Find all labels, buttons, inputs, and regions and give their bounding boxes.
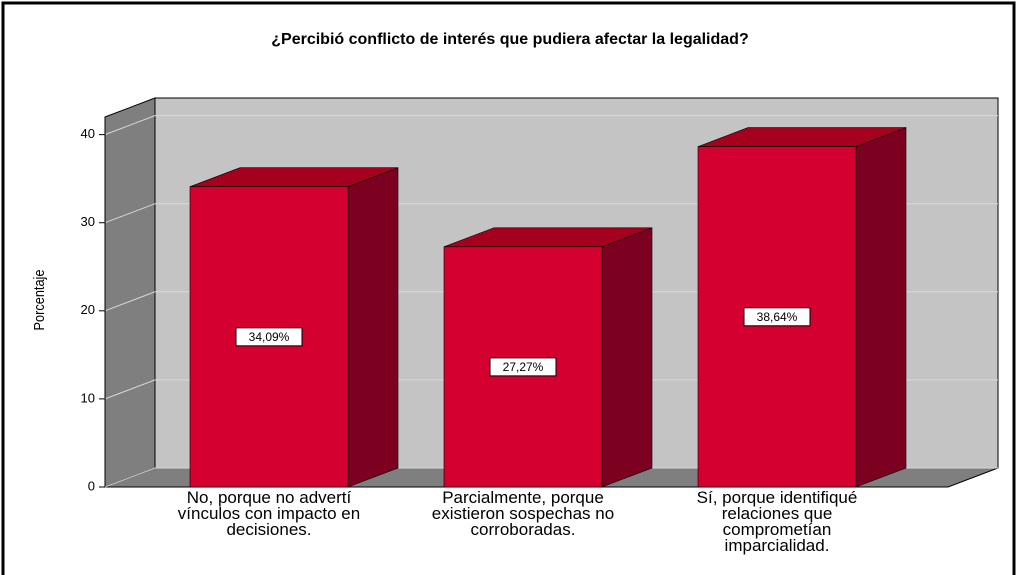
value-label-box <box>743 307 811 327</box>
y-tick-label: 0 <box>88 478 95 493</box>
x-tick-label: No, porque no advertí vínculos con impac… <box>177 488 361 539</box>
bar-side <box>601 227 653 488</box>
value-label-box <box>489 357 557 377</box>
y-tick-label: 40 <box>81 126 95 141</box>
x-tick-label: Sí, porque identifiqué relaciones que co… <box>696 488 858 555</box>
side-wall <box>104 97 156 488</box>
grid-line <box>104 115 998 136</box>
value-label-box <box>235 327 303 347</box>
bar-side <box>855 127 907 488</box>
value-label: 34,09% <box>249 330 290 344</box>
y-tick-label: 30 <box>81 214 95 229</box>
chart-title: ¿Percibió conflicto de interés que pudie… <box>271 31 748 48</box>
value-label: 27,27% <box>503 360 544 374</box>
y-tick-label: 10 <box>81 390 95 405</box>
y-tick-label: 20 <box>81 302 95 317</box>
x-tick-label: Parcialmente, porque existieron sospecha… <box>431 488 615 539</box>
bar-side <box>347 167 399 488</box>
value-label: 38,64% <box>757 310 798 324</box>
y-axis-label: Porcentaje <box>30 269 47 330</box>
